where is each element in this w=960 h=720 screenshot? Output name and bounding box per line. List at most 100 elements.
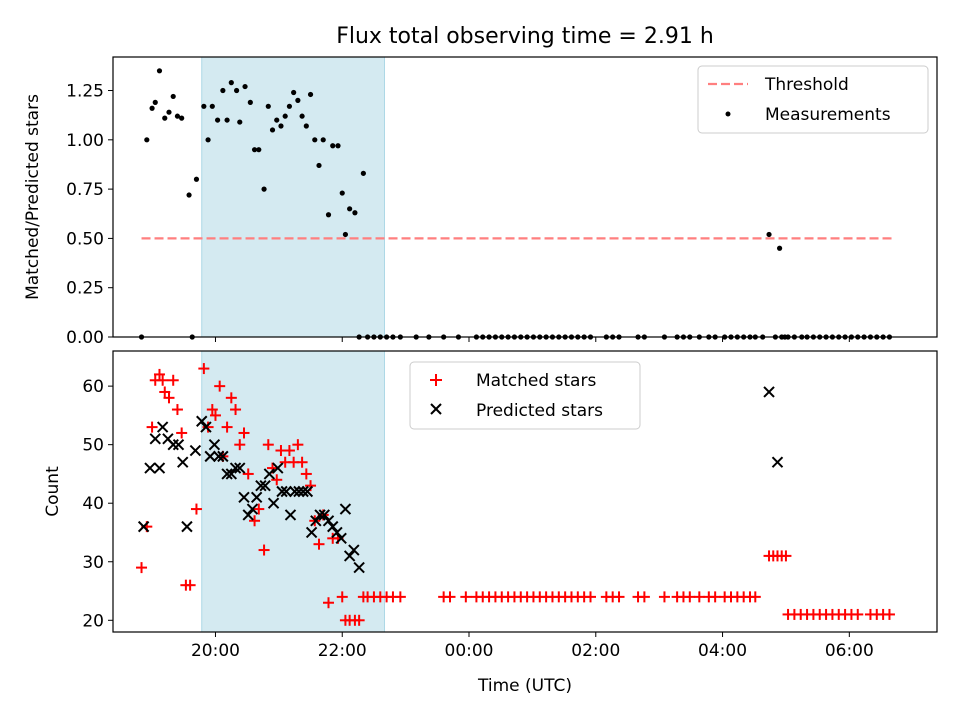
predicted-star-marker: [267, 497, 280, 509]
measurement-point: [214, 117, 221, 123]
legend-predicted-swatch: [430, 403, 442, 415]
measurement-point: [220, 87, 226, 94]
measurement-point: [352, 210, 358, 216]
predicted-star-marker: [305, 526, 318, 539]
matched-star-marker: [258, 544, 270, 556]
matched-star-marker: [230, 404, 242, 416]
predicted-star-marker: [144, 462, 156, 474]
top-legend-box: [697, 65, 929, 134]
matched-star-marker: [214, 380, 226, 392]
predicted-star-marker: [255, 479, 267, 492]
measurement-point: [320, 137, 326, 143]
legend-measurements-label: Measurements: [765, 105, 891, 125]
x-axis-label: Time (UTC): [477, 676, 572, 696]
matched-star-marker: [300, 468, 312, 480]
matched-star-marker: [271, 474, 283, 486]
measurement-point: [162, 115, 168, 121]
measurement-point: [339, 190, 345, 196]
matched-star-marker: [253, 503, 265, 515]
top-axes-frame: [112, 56, 938, 338]
measurement-point: [261, 186, 267, 192]
chart-title: Flux total observing time = 2.91 h: [336, 24, 714, 49]
matched-star-marker: [638, 591, 650, 603]
measurement-point: [274, 117, 280, 123]
predicted-star-marker: [189, 444, 202, 457]
measurement-point: [166, 109, 172, 115]
matched-star-marker: [780, 550, 792, 562]
top-legend: Threshold Measurements: [697, 65, 929, 134]
matched-star-marker: [749, 591, 761, 603]
matched-star-marker: [190, 503, 202, 515]
matched-star-marker: [146, 421, 158, 433]
matched-star-marker: [221, 421, 233, 433]
matched-star-marker: [159, 386, 171, 398]
bottom-axes-frame: [112, 350, 938, 633]
measurement-point: [193, 176, 200, 182]
y-tick-label: 1.00: [66, 131, 104, 151]
matched-star-marker: [283, 445, 295, 457]
measurement-point: [303, 123, 309, 129]
measurement-point: [316, 162, 322, 169]
matched-star-marker: [176, 427, 188, 439]
matched-star-marker: [883, 608, 895, 620]
matched-star-marker: [153, 368, 165, 380]
measurement-point: [186, 192, 192, 198]
matched-star-marker: [234, 439, 246, 451]
matched-star-marker: [852, 608, 864, 620]
y-tick-label: 0.25: [66, 279, 104, 299]
y-tick-label: 40: [82, 494, 104, 514]
matched-star-marker: [613, 591, 625, 603]
measurement-point: [269, 127, 276, 133]
legend-matched-swatch: [430, 374, 442, 386]
predicted-star-marker: [263, 468, 276, 480]
matched-star-marker: [684, 591, 696, 603]
bottom-highlight-span: [201, 350, 385, 633]
y-tick-label: 0.75: [66, 180, 104, 200]
predicted-star-marker: [331, 526, 343, 539]
predicted-star-marker: [301, 485, 314, 498]
measurement-point: [291, 89, 297, 96]
predicted-star-marker: [217, 450, 229, 463]
x-tick-label: 04:00: [698, 641, 747, 661]
top-y-axis-label: Matched/Predicted stars: [23, 94, 43, 300]
measurement-point: [360, 170, 366, 176]
predicted-star-marker: [156, 421, 169, 433]
predicted-star-marker: [288, 485, 301, 498]
predicted-star-marker: [771, 456, 784, 468]
predicted-star-marker: [153, 462, 166, 474]
predicted-stars-points: [137, 386, 784, 574]
matched-star-marker: [225, 392, 237, 404]
matched-star-marker: [209, 409, 221, 421]
predicted-star-marker: [297, 485, 309, 498]
predicted-star-marker: [763, 386, 775, 398]
measurement-point: [228, 80, 234, 86]
top-highlight-span: [201, 56, 385, 338]
matched-star-marker: [171, 404, 183, 416]
measurement-point: [201, 103, 207, 109]
measurement-point: [278, 123, 284, 129]
measurement-point: [312, 137, 318, 143]
measurement-point: [256, 147, 262, 153]
measurement-point: [205, 137, 211, 143]
y-tick-label: 20: [82, 611, 104, 631]
matched-star-marker: [296, 456, 308, 468]
measurement-point: [156, 68, 163, 74]
measurement-point: [242, 83, 248, 90]
matched-star-marker: [323, 597, 335, 609]
measurement-point: [237, 119, 243, 125]
x-tick-label: 06:00: [825, 641, 874, 661]
predicted-star-marker: [327, 520, 339, 533]
top-y-axis: 0.00 0.25 0.50 0.75 1.00 1.25: [66, 82, 113, 348]
measurement-point: [152, 99, 158, 105]
predicted-star-marker: [339, 503, 352, 515]
measurement-point: [179, 115, 185, 121]
measurement-point: [174, 113, 181, 119]
measurement-point: [282, 113, 288, 119]
predicted-star-marker: [204, 450, 216, 463]
predicted-star-marker: [343, 550, 356, 562]
matched-star-marker: [136, 562, 148, 574]
measurement-point: [776, 245, 783, 251]
matched-star-marker: [709, 591, 721, 603]
predicted-star-marker: [318, 509, 330, 521]
